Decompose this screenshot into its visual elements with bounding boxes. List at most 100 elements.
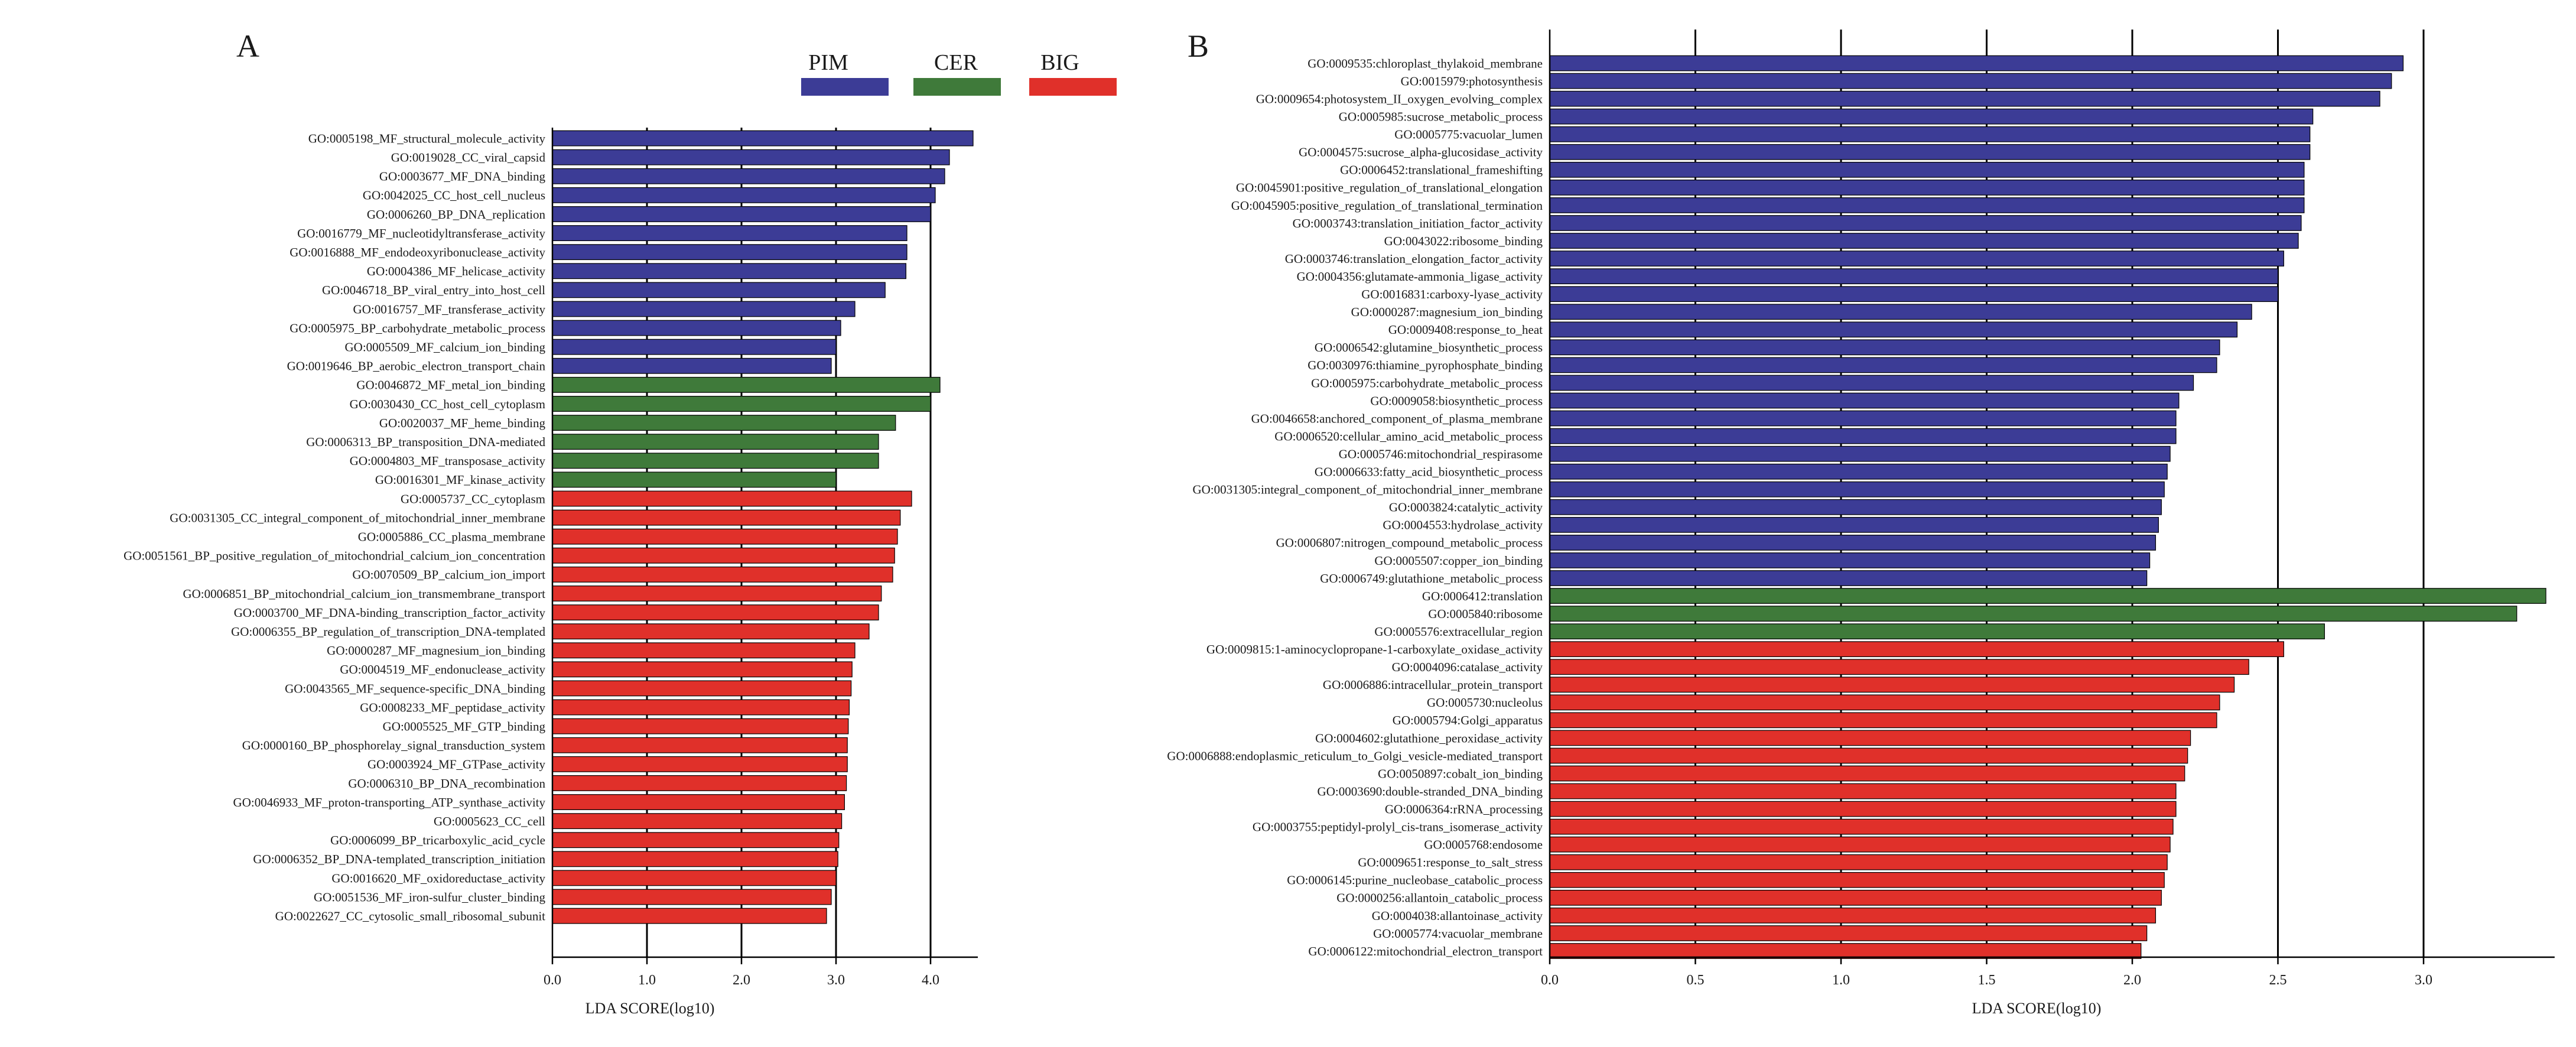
panel-b-bar: [1549, 428, 2177, 444]
panel-a-category-label: GO:0006851_BP_mitochondrial_calcium_ion_…: [183, 587, 545, 601]
panel-b-bar: [1549, 481, 2165, 498]
panel-a-category-label: GO:0005886_CC_plasma_membrane: [358, 530, 545, 544]
panel-b-bar: [1549, 552, 2151, 568]
panel-b-category-label: GO:0005774:vacuolar_membrane: [1373, 926, 1543, 941]
panel-a-category-label: GO:0003700_MF_DNA-binding_transcription_…: [234, 606, 546, 620]
panel-a-category-label: GO:0004803_MF_transposase_activity: [350, 454, 546, 468]
panel-a-bar: [552, 357, 832, 374]
panel-b-category-label: GO:0006520:cellular_amino_acid_metabolic…: [1274, 429, 1543, 443]
panel-b-category-label: GO:0004356:glutamate-ammonia_ligase_acti…: [1297, 269, 1543, 284]
panel-a-category-label: GO:0003677_MF_DNA_binding: [379, 170, 546, 184]
panel-b-bar: [1549, 570, 2148, 586]
panel-b-bar: [1549, 233, 2299, 249]
panel-b-category-label: GO:0005507:copper_ion_binding: [1374, 554, 1543, 568]
panel-b-category-label: GO:0009535:chloroplast_thylakoid_membran…: [1307, 56, 1543, 70]
panel-a-bar: [552, 149, 950, 165]
panel-b-bar: [1549, 197, 2305, 213]
panel-a-category-label: GO:0006352_BP_DNA-templated_transcriptio…: [253, 852, 545, 866]
panel-b-bar: [1549, 730, 2191, 746]
panel-a-x-tick-label: 4.0: [922, 973, 939, 988]
panel-b-bar: [1549, 694, 2220, 711]
panel-a-category-label: GO:0016779_MF_nucleotidyltransferase_act…: [297, 226, 545, 240]
panel-b-category-label: GO:0005746:mitochondrial_respirasome: [1339, 447, 1543, 461]
panel-b-bar: [1549, 818, 2174, 835]
panel-b-category-label: GO:0006364:rRNA_processing: [1385, 802, 1543, 816]
panel-b-x-tick-label: 0.5: [1687, 973, 1705, 988]
panel-b-category-label: GO:0043022:ribosome_binding: [1384, 234, 1543, 248]
panel-b-x-tick-label: 2.0: [2123, 973, 2141, 988]
panel-b-category-label: GO:0006145:purine_nucleobase_catabolic_p…: [1287, 873, 1543, 887]
panel-b-category-label: GO:0005768:endosome: [1424, 838, 1543, 852]
panel-b-bar: [1549, 108, 2314, 125]
panel-b-category-label: GO:0003755:peptidyl-prolyl_cis-trans_iso…: [1253, 820, 1543, 834]
panel-b-category-label: GO:0003824:catalytic_activity: [1389, 500, 1543, 515]
panel-a-category-label: GO:0051561_BP_positive_regulation_of_mit…: [123, 549, 545, 563]
panel-a-category-label: GO:0005525_MF_GTP_binding: [383, 720, 546, 734]
panel-b-category-label: GO:0006807:nitrogen_compound_metabolic_p…: [1276, 536, 1543, 550]
panel-a-category-label: GO:0016620_MF_oxidoreductase_activity: [331, 871, 545, 885]
panel-b-category-label: GO:0006886:intracellular_protein_transpo…: [1323, 678, 1543, 692]
panel-b-category-label: GO:0004602:glutathione_peroxidase_activi…: [1315, 731, 1543, 745]
panel-a-category-label: GO:0005509_MF_calcium_ion_binding: [345, 340, 546, 355]
panel-b-bar: [1549, 535, 2157, 551]
panel-b-bar: [1549, 588, 2546, 604]
panel-b-category-label: GO:0003743:translation_initiation_factor…: [1293, 216, 1543, 230]
panel-a-bar: [552, 528, 898, 545]
panel-b-bar: [1549, 446, 2171, 462]
panel-a-category-label: GO:0006260_BP_DNA_replication: [367, 207, 546, 222]
panel-a-bar: [552, 263, 907, 279]
panel-b-bar: [1549, 55, 2404, 71]
panel-b-category-label: GO:0006888:endoplasmic_reticulum_to_Golg…: [1167, 749, 1543, 763]
panel-b-category-label: GO:0006749:glutathione_metabolic_process: [1320, 571, 1543, 586]
panel-b-bar: [1549, 126, 2311, 142]
panel-a-bar: [552, 794, 845, 810]
panel-b-category-label: GO:0009654:photosystem_II_oxygen_evolvin…: [1256, 92, 1543, 106]
panel-a-category-label: GO:0006313_BP_transposition_DNA-mediated: [306, 435, 545, 449]
panel-a-category-label: GO:0006355_BP_regulation_of_transcriptio…: [231, 625, 545, 639]
panel-b-bar: [1549, 73, 2392, 89]
panel-a-bar: [552, 832, 840, 848]
panel-a-bar: [552, 623, 870, 640]
panel-a-category-label: GO:0022627_CC_cytosolic_small_ribosomal_…: [275, 909, 545, 924]
panel-b-category-label: GO:0003690:double-stranded_DNA_binding: [1318, 784, 1543, 798]
panel-a-bar: [552, 339, 837, 355]
panel-b-category-label: GO:0000256:allantoin_catabolic_process: [1336, 891, 1543, 905]
panel-b-category-label: GO:0031305:integral_component_of_mitocho…: [1192, 483, 1543, 497]
panel-a-bar: [552, 813, 843, 830]
panel-b-bar: [1549, 677, 2235, 693]
panel-b-category-label: GO:0005775:vacuolar_lumen: [1394, 128, 1543, 142]
panel-b-bar: [1549, 623, 2325, 639]
panel-b-x-tick-label: 1.5: [1978, 973, 1996, 988]
panel-b-category-label: GO:0046658:anchored_component_of_plasma_…: [1251, 411, 1543, 425]
panel-a-bar: [552, 509, 901, 526]
panel-a-bar: [552, 870, 837, 886]
panel-a-category-label: GO:0070509_BP_calcium_ion_import: [352, 568, 545, 582]
panel-b-category-label: GO:0006542:glutamine_biosynthetic_proces…: [1315, 340, 1543, 355]
panel-a-bar: [552, 775, 847, 791]
panel-b-category-label: GO:0050897:cobalt_ion_binding: [1378, 766, 1543, 781]
panel-b-x-tick-label: 3.0: [2415, 973, 2432, 988]
panel-b-bar: [1549, 801, 2177, 817]
panel-b-x-tick-label: 2.5: [2269, 973, 2287, 988]
legend-pim-swatch: [801, 78, 889, 96]
panel-a-bar: [552, 320, 841, 336]
panel-a-category-label: GO:0046933_MF_proton-transporting_ATP_sy…: [233, 795, 546, 809]
panel-b-category-label: GO:0000287:magnesium_ion_binding: [1351, 305, 1543, 319]
panel-a-category-label: GO:0042025_CC_host_cell_nucleus: [363, 188, 545, 203]
panel-a-category-label: GO:0019646_BP_aerobic_electron_transport…: [287, 359, 546, 373]
panel-b-bar: [1549, 499, 2162, 515]
panel-b-bar: [1549, 375, 2194, 391]
panel-b-bar: [1549, 463, 2168, 480]
panel-a-category-label: GO:0005737_CC_cytoplasm: [401, 492, 545, 506]
panel-a-xlabel: LDA SCORE(log10): [586, 1000, 715, 1017]
panel-a-bar: [552, 187, 936, 203]
panel-b-category-label: GO:0005730:nucleolus: [1427, 695, 1543, 710]
panel-b-category-label: GO:0009815:1-aminocyclopropane-1-carboxy…: [1206, 642, 1543, 656]
panel-b-bar: [1549, 747, 2188, 764]
legend-pim-label: PIM: [808, 50, 848, 75]
panel-b-bar: [1549, 215, 2302, 231]
panel-a-bar: [552, 453, 879, 469]
panel-b-bar: [1549, 854, 2168, 870]
panel-b-bar: [1549, 712, 2217, 729]
panel-b-category-label: GO:0045905:positive_regulation_of_transl…: [1231, 199, 1543, 213]
